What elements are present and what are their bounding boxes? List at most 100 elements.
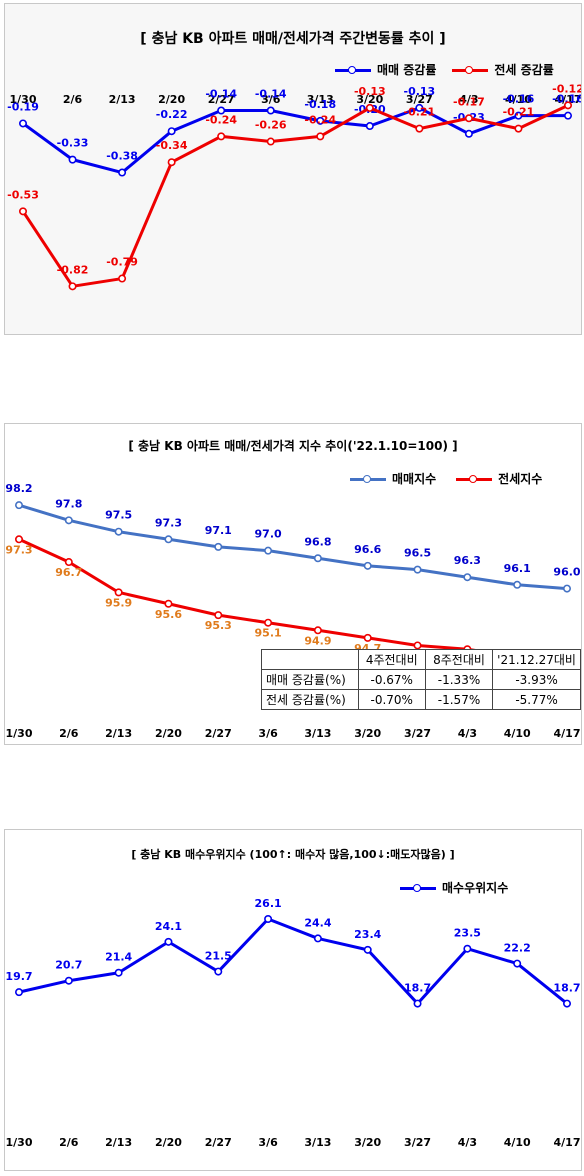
x-tick-label: 3/6 [261, 93, 281, 106]
data-point [114, 527, 123, 536]
data-point [19, 207, 28, 216]
data-point [264, 546, 273, 555]
table-cell: -5.77% [492, 689, 581, 710]
chart-legend: 매매지수 전세지수 [350, 470, 542, 487]
legend-swatch-buyer-index [400, 883, 436, 893]
data-label: 97.8 [55, 497, 82, 510]
data-point [118, 274, 127, 283]
x-tick-label: 3/27 [404, 1136, 431, 1149]
series-line [18, 503, 568, 591]
data-label: 18.7 [404, 982, 431, 995]
data-point [365, 103, 374, 112]
x-tick-label: 1/30 [6, 1136, 33, 1149]
x-tick-label: 3/6 [258, 1136, 278, 1149]
data-label: -0.14 [255, 88, 287, 101]
data-point [313, 554, 322, 563]
legend-label-buyer-index: 매수우위지수 [442, 881, 509, 895]
data-point [15, 988, 24, 997]
data-label: 95.9 [105, 596, 132, 609]
data-point [214, 542, 223, 551]
data-label: 96.5 [404, 547, 431, 560]
data-label: -0.82 [57, 263, 89, 276]
data-point [514, 111, 523, 120]
data-label: -0.33 [57, 137, 89, 150]
data-point [114, 968, 123, 977]
chart-panel-buyer-index: [ 충남 KB 매수우위지수 (100↑: 매수자 많음,100↓:매도자많음)… [4, 829, 582, 1171]
chart-title: [ 충남 KB 아파트 매매/전세가격 주간변동률 추이 ] [140, 31, 446, 47]
data-point [167, 127, 176, 136]
x-tick-label: 3/27 [406, 93, 433, 106]
chart-legend: 매수우위지수 [400, 879, 508, 896]
data-label: 97.3 [5, 543, 32, 556]
x-tick-label: 3/13 [304, 727, 331, 740]
series-line [18, 917, 568, 1006]
x-tick-label: 4/3 [458, 727, 477, 740]
data-label: 96.1 [504, 562, 531, 575]
x-tick-label: 2/27 [205, 727, 232, 740]
data-label: -0.79 [106, 256, 138, 269]
data-point [464, 129, 473, 138]
data-point [68, 282, 77, 291]
data-point [316, 132, 325, 141]
data-label: 94.9 [304, 634, 331, 647]
data-point [363, 561, 372, 570]
x-tick-label: 1/30 [6, 727, 33, 740]
table-header-cell: '21.12.27대비 [492, 649, 581, 670]
x-tick-label: 3/20 [354, 727, 381, 740]
table-header-cell: 4주전대비 [357, 649, 426, 670]
data-point [563, 111, 572, 120]
series-line [21, 103, 569, 288]
x-tick-label: 4/17 [554, 727, 581, 740]
data-point [562, 584, 571, 593]
data-point [363, 633, 372, 642]
data-label: 96.8 [304, 535, 331, 548]
data-point [118, 168, 127, 177]
data-label: -0.24 [304, 113, 336, 126]
x-tick-label: 2/13 [105, 727, 132, 740]
data-point [164, 937, 173, 946]
data-label: 21.4 [105, 951, 132, 964]
data-label: 95.3 [205, 619, 232, 632]
data-label: -0.13 [404, 85, 436, 98]
data-label: 23.4 [354, 928, 381, 941]
x-tick-label: 2/6 [63, 93, 83, 106]
data-point [413, 565, 422, 574]
data-point [415, 124, 424, 133]
data-label: -0.16 [552, 93, 581, 106]
table-cell: -1.33% [424, 669, 494, 690]
x-tick-label: 4/17 [554, 1136, 581, 1149]
x-tick-label: 4/17 [555, 93, 581, 106]
table-cell: -0.67% [357, 669, 426, 690]
data-label: 97.5 [105, 509, 132, 522]
x-tick-label: 3/20 [356, 93, 383, 106]
table-header-row: 4주전대비 8주전대비 '21.12.27대비 [261, 649, 581, 670]
table-header-cell: 8주전대비 [424, 649, 494, 670]
data-point [266, 137, 275, 146]
legend-label-sale: 매매 증감률 [377, 63, 437, 77]
data-label: -0.16 [503, 93, 535, 106]
x-tick-label: 4/10 [505, 93, 532, 106]
table-cell: -0.70% [357, 689, 426, 710]
data-label: 97.3 [155, 516, 182, 529]
data-point [562, 999, 571, 1008]
legend-swatch-jeonse [452, 65, 489, 75]
x-tick-label: 3/27 [404, 727, 431, 740]
data-label: -0.21 [404, 106, 436, 119]
data-point [164, 535, 173, 544]
x-tick-label: 4/10 [504, 1136, 531, 1149]
data-label: 95.1 [255, 627, 282, 640]
x-tick-label: 1/30 [10, 93, 37, 106]
data-label: -0.13 [354, 85, 386, 98]
data-label: -0.21 [503, 106, 535, 119]
x-tick-label: 2/20 [155, 727, 182, 740]
data-label: -0.38 [106, 150, 138, 163]
table-row-label: 매매 증감률(%) [261, 669, 359, 690]
x-tick-label: 3/13 [304, 1136, 331, 1149]
x-tick-label: 2/20 [158, 93, 185, 106]
legend-label-jeonse-index: 전세지수 [498, 472, 543, 486]
data-point [15, 501, 24, 510]
x-tick-label: 2/13 [105, 1136, 132, 1149]
data-point [513, 580, 522, 589]
data-label: 19.7 [5, 970, 32, 983]
data-point [167, 158, 176, 167]
